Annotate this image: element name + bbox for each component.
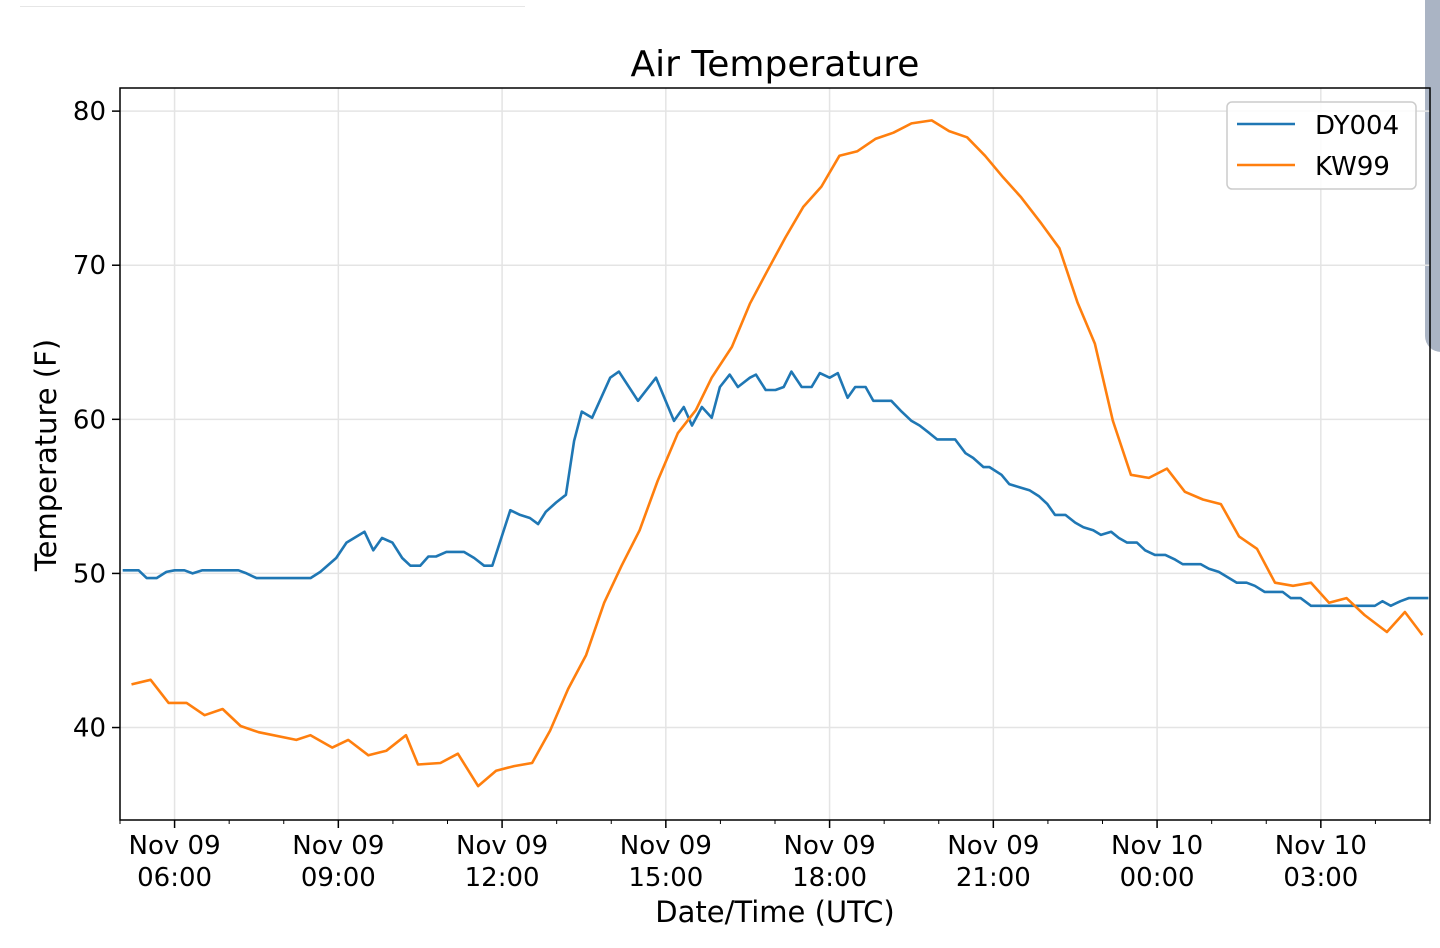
x-tick-label-date: Nov 09 xyxy=(292,831,384,861)
series-lines xyxy=(122,119,1429,788)
x-tick-label-date: Nov 09 xyxy=(947,831,1039,861)
top-divider xyxy=(20,6,525,7)
x-tick-label-date: Nov 10 xyxy=(1111,831,1203,861)
x-tick-label-date: Nov 09 xyxy=(129,831,221,861)
y-tick-label: 40 xyxy=(73,714,106,744)
x-tick-label-time: 21:00 xyxy=(956,863,1031,893)
x-tick-label-time: 06:00 xyxy=(137,863,212,893)
x-tick-label-time: 03:00 xyxy=(1283,863,1358,893)
series-line-dy004 xyxy=(122,370,1429,608)
x-tick-label-date: Nov 10 xyxy=(1275,831,1367,861)
legend-label: DY004 xyxy=(1315,111,1399,141)
y-tick-label: 70 xyxy=(73,251,106,281)
y-tick-label: 50 xyxy=(73,559,106,589)
x-tick-label-date: Nov 09 xyxy=(456,831,548,861)
legend-label: KW99 xyxy=(1315,152,1390,182)
x-tick-label-time: 12:00 xyxy=(465,863,540,893)
grid-lines xyxy=(120,88,1430,820)
plot-frame xyxy=(119,87,1431,821)
x-tick-label-time: 00:00 xyxy=(1120,863,1195,893)
series-line-kw99 xyxy=(131,119,1424,788)
x-tick-label-time: 15:00 xyxy=(628,863,703,893)
x-tick-label-date: Nov 09 xyxy=(784,831,876,861)
y-tick-label: 80 xyxy=(73,97,106,127)
x-tick-label-time: 09:00 xyxy=(301,863,376,893)
chart-title: Air Temperature xyxy=(631,44,920,85)
x-axis-label: Date/Time (UTC) xyxy=(655,895,894,929)
y-axis-label: Temperature (F) xyxy=(29,339,63,572)
x-tick-label-date: Nov 09 xyxy=(620,831,712,861)
x-tick-label-time: 18:00 xyxy=(792,863,867,893)
y-tick-label: 60 xyxy=(73,405,106,435)
legend: DY004 KW99 xyxy=(1226,101,1417,190)
